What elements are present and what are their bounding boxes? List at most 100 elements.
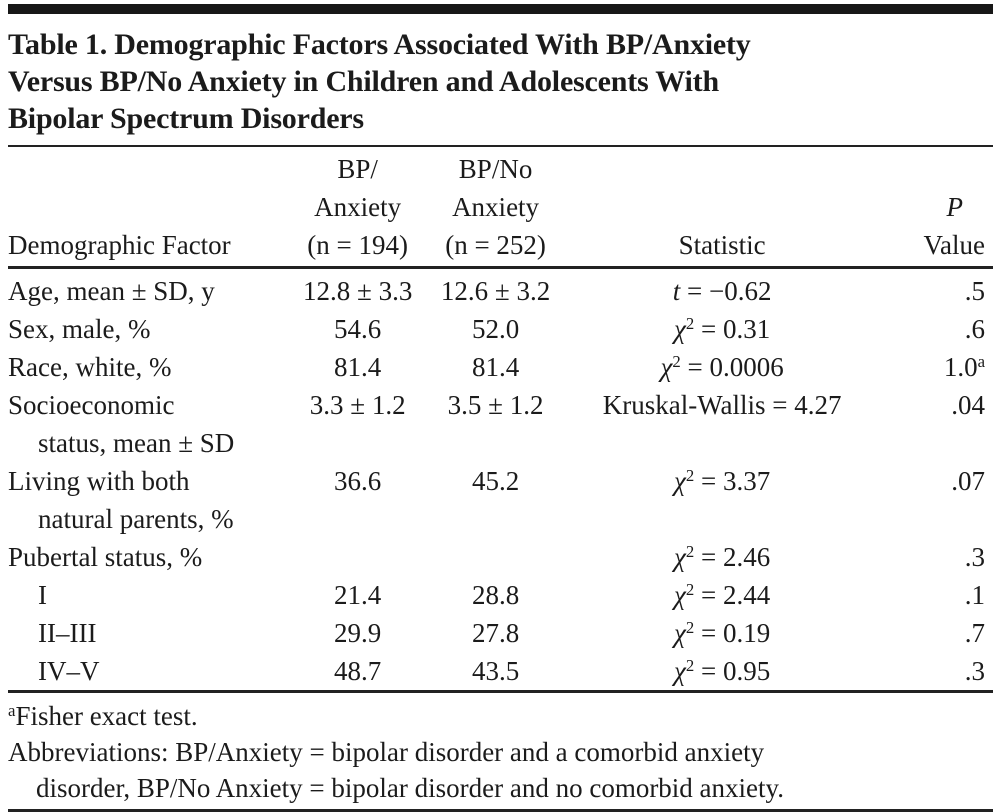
cell-p-value: .07: [875, 462, 993, 538]
col-header-bp-anxiety: BP/ Anxiety (n = 194): [293, 147, 422, 269]
statistic-symbol: χ: [660, 352, 673, 382]
cell-p-value: .04: [875, 386, 993, 462]
cell-bp-anxiety: 54.6: [334, 314, 382, 344]
factor-text-continuation: natural parents, %: [38, 504, 234, 534]
header-bpno-line-1: BP/No: [458, 154, 533, 184]
cell-statistic: χ2 = 0.19: [569, 614, 874, 652]
cell-bp-no-anxiety: [422, 538, 570, 576]
table-title-line-3: Bipolar Spectrum Disorders: [8, 102, 364, 135]
cell-factor: Sex, male, %: [8, 310, 294, 348]
cell-statistic: t = −0.62: [569, 268, 874, 311]
cell-bp-no-anxiety: 81.4: [471, 352, 520, 382]
cell-bp-anxiety: 21.4: [334, 580, 382, 610]
cell-bp-no-anxiety: 28.8: [471, 580, 520, 610]
footnote-abbreviations-line-2: disorder, BP/No Anxiety = bipolar disord…: [36, 773, 785, 803]
cell-factor: Living with both natural parents, %: [8, 462, 294, 538]
header-bp-line-1: BP/: [337, 154, 378, 184]
cell-bp-no-anxiety: 43.5: [471, 656, 520, 686]
p-value-text: .1: [964, 580, 985, 610]
cell-statistic: χ2 = 0.95: [569, 652, 874, 690]
statistic-value: = 0.31: [694, 314, 771, 344]
factor-text: Living with both: [8, 466, 190, 496]
statistic-value: = 0.19: [694, 618, 771, 648]
cell-bp-no-anxiety: 12.6 ± 3.2: [440, 276, 551, 306]
cell-bp-no-anxiety: 45.2: [471, 466, 520, 496]
cell-statistic: χ2 = 2.44: [569, 576, 874, 614]
footnote-fisher-text: Fisher exact test.: [15, 701, 198, 731]
statistic-symbol: χ: [673, 542, 686, 572]
table-row-pubertal-stage-1: I 21.4 28.8 χ2 = 2.44 .1: [8, 576, 993, 614]
header-p-line-2: Value: [923, 230, 985, 260]
p-value-text: .07: [951, 466, 985, 496]
cell-p-value: .5: [875, 268, 993, 311]
statistic-symbol: t: [672, 276, 681, 306]
table-title-line-1: Table 1. Demographic Factors Associated …: [8, 28, 751, 61]
header-bpno-line-2: Anxiety: [452, 192, 540, 222]
cell-factor: Pubertal status, %: [8, 538, 294, 576]
p-value-superscript: a: [977, 351, 985, 371]
col-header-demographic-factor: Demographic Factor: [8, 147, 294, 269]
table-footnotes: aFisher exact test. Abbreviations: BP/An…: [8, 693, 993, 806]
statistic-value: = 0.95: [694, 656, 771, 686]
cell-statistic: χ2 = 0.0006: [569, 348, 874, 386]
cell-bp-anxiety: 81.4: [334, 352, 382, 382]
col-header-bp-no-anxiety: BP/No Anxiety (n = 252): [421, 147, 570, 269]
footnote-abbreviations-line-1: Abbreviations: BP/Anxiety = bipolar diso…: [8, 737, 765, 767]
table-row-pubertal-stage-4-5: IV–V 48.7 43.5 χ2 = 0.95 .3: [8, 652, 993, 690]
divider-below-body: [8, 690, 993, 693]
factor-text: Age, mean ± SD, y: [8, 276, 215, 306]
statistic-symbol: χ: [673, 656, 686, 686]
p-value-text: .5: [964, 276, 985, 306]
bottom-rule-dark: [8, 809, 993, 812]
cell-statistic: χ2 = 0.31: [569, 310, 874, 348]
col-header-p-value: P Value: [874, 147, 993, 269]
factor-text: Race, white, %: [8, 352, 172, 382]
factor-text: Sex, male, %: [8, 314, 151, 344]
cell-bp-anxiety: 36.6: [334, 466, 382, 496]
cell-bp-anxiety: [294, 538, 422, 576]
cell-p-value: 1.0a: [875, 348, 993, 386]
cell-factor: Age, mean ± SD, y: [8, 268, 294, 311]
footnote-fisher: aFisher exact test.: [8, 698, 993, 734]
table-title-line-2: Versus BP/No Anxiety in Children and Ado…: [8, 65, 719, 98]
table-title: Table 1. Demographic Factors Associated …: [8, 26, 993, 137]
header-factor-label: Demographic Factor: [8, 230, 231, 260]
table-row-pubertal-status: Pubertal status, % χ2 = 2.46 .3: [8, 538, 993, 576]
cell-p-value: .3: [875, 538, 993, 576]
header-bp-line-2: Anxiety: [314, 192, 402, 222]
cell-bp-no-anxiety: 27.8: [471, 618, 520, 648]
statistic-value: = 0.0006: [680, 352, 784, 382]
statistic-superscript: 2: [672, 351, 681, 371]
cell-p-value: .6: [875, 310, 993, 348]
header-statistic-label: Statistic: [678, 230, 766, 260]
statistic-superscript: 2: [685, 579, 695, 599]
statistic-superscript: 2: [685, 465, 695, 485]
cell-factor: I: [8, 576, 294, 614]
table-body: Age, mean ± SD, y 12.8 ± 3.3 12.6 ± 3.2 …: [8, 268, 993, 691]
factor-text-continuation: status, mean ± SD: [38, 428, 235, 458]
cell-bp-anxiety: 48.7: [334, 656, 382, 686]
divider-below-title: [8, 145, 993, 147]
factor-text: I: [38, 580, 47, 610]
cell-factor: Race, white, %: [8, 348, 294, 386]
statistic-name: Kruskal-Wallis: [602, 390, 766, 420]
cell-factor: II–III: [8, 614, 294, 652]
statistic-value: = 4.27: [765, 390, 842, 420]
cell-bp-no-anxiety: 3.5 ± 1.2: [447, 390, 544, 420]
header-bp-line-3: (n = 194): [307, 230, 409, 260]
p-value-text: .3: [964, 542, 985, 572]
statistic-superscript: 2: [685, 617, 695, 637]
statistic-symbol: χ: [673, 580, 686, 610]
factor-text: Pubertal status, %: [8, 542, 203, 572]
cell-statistic: χ2 = 2.46: [569, 538, 874, 576]
p-value-text: .7: [964, 618, 985, 648]
demographics-table: Demographic Factor BP/ Anxiety (n = 194)…: [8, 147, 993, 690]
cell-statistic: χ2 = 3.37: [569, 462, 874, 538]
header-p-line-1: P: [946, 192, 964, 222]
header-row: Demographic Factor BP/ Anxiety (n = 194)…: [8, 147, 993, 269]
statistic-symbol: χ: [673, 466, 686, 496]
statistic-value: = 2.44: [694, 580, 771, 610]
cell-bp-no-anxiety: 52.0: [471, 314, 520, 344]
factor-text: II–III: [38, 618, 97, 648]
